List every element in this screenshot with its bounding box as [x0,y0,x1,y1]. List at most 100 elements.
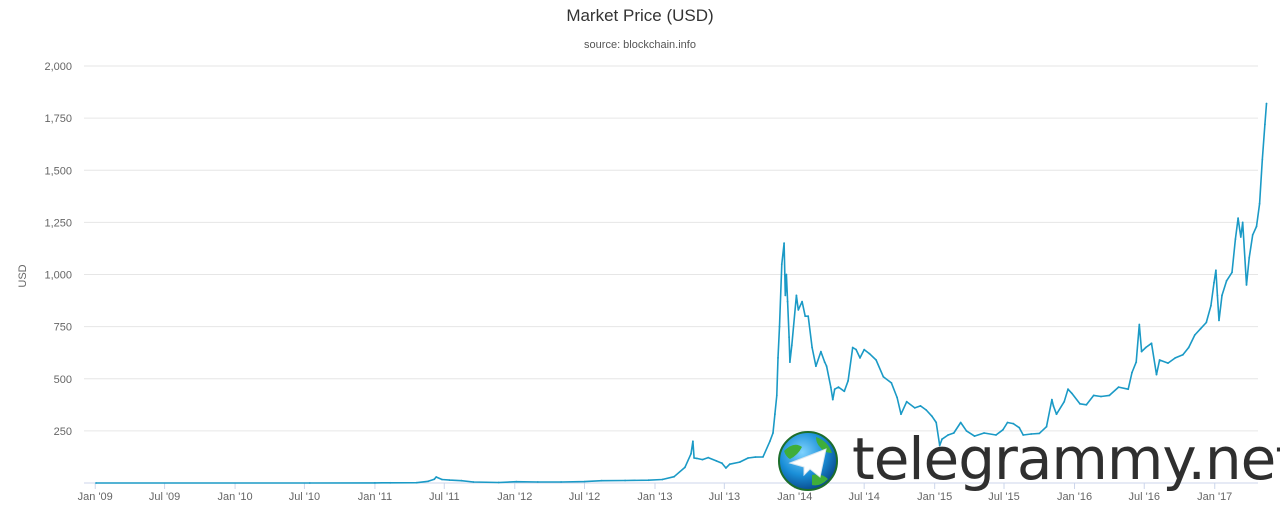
data-point [855,348,857,351]
y-tick-label: 250 [54,426,72,438]
data-point [1100,395,1102,398]
data-point [775,394,778,397]
data-point [1150,342,1153,345]
data-point [762,456,764,458]
data-point [925,409,928,411]
chart-title: Market Price (USD) [566,6,714,25]
data-point [1210,304,1212,307]
data-point [1085,403,1088,406]
data-point [738,461,741,463]
data-point [692,440,694,443]
data-point [1234,238,1237,241]
data-point [1055,413,1058,416]
data-point [728,463,731,466]
data-point [772,432,774,434]
data-point [707,456,710,459]
data-point [1127,388,1130,391]
data-point [715,460,718,462]
data-point [647,479,650,482]
data-point [843,390,846,393]
data-point [833,388,836,391]
data-point [1022,434,1025,436]
data-point [1045,425,1048,428]
y-tick-label: 750 [54,322,72,334]
data-point [1006,421,1009,424]
data-point [1051,398,1053,401]
chart-subtitle: source: blockchain.info [584,39,696,51]
data-point [959,421,962,424]
x-tick-label: Jan '09 [78,491,113,503]
watermark-text: telegrammy.net [852,425,1280,493]
data-point [973,435,976,437]
data-point [1261,158,1264,161]
data-point [308,482,311,484]
data-point [1255,225,1258,228]
x-tick-label: Jul '12 [569,491,600,503]
data-point [774,413,776,416]
data-point [583,480,586,483]
data-point [868,352,871,355]
data-point [624,479,626,482]
grid-layer [84,65,1258,432]
data-point [536,481,539,483]
data-point [785,273,788,276]
watermark: telegrammy.net [774,425,1280,496]
data-point [1187,346,1190,349]
data-point [1018,426,1021,429]
data-point [433,478,436,481]
data-point [788,336,790,338]
data-point [807,315,810,318]
data-point [460,479,463,482]
data-point [441,478,443,481]
x-tick-label: Jan '10 [218,491,253,503]
data-point [389,481,392,484]
y-tick-label: 1,250 [44,217,72,229]
data-point [859,357,861,359]
data-point [1052,405,1055,407]
data-point [747,457,749,459]
data-point [965,430,968,432]
data-point [1221,294,1223,297]
data-point [825,365,828,368]
data-point [427,480,430,483]
x-tick-label: Jan '16 [1057,491,1092,503]
data-point [721,462,723,465]
telegram-globe-icon [778,431,838,491]
y-axis: 250 500 750 1,000 1,250 1,500 1,750 2,000 [44,61,72,438]
data-point [851,346,854,349]
data-point [1067,388,1069,391]
y-tick-label: 500 [54,374,72,386]
data-point [448,479,451,481]
data-point [919,405,922,407]
data-point [831,398,834,401]
data-point [900,413,902,416]
data-point [661,478,664,481]
data-point [1248,256,1251,259]
data-point [701,458,704,461]
data-point [780,263,783,265]
data-point [783,242,785,245]
data-point [1131,371,1133,374]
data-point [1012,422,1015,425]
data-point [1038,432,1041,435]
x-tick-label: Jul '15 [988,491,1019,503]
data-point [497,481,500,484]
data-point [693,457,695,459]
data-point [777,357,779,359]
data-point [1140,350,1143,353]
data-point [1070,392,1073,395]
x-tick-label: Jan '17 [1197,491,1232,503]
x-tick-label: Jul '11 [429,491,460,503]
data-point [1199,327,1202,330]
data-point [695,457,698,460]
data-point [1241,221,1244,224]
data-point [804,315,807,318]
data-point [673,475,675,478]
data-point [995,434,997,436]
x-tick-label: Jan '15 [917,491,952,503]
data-point [938,444,941,447]
data-point [797,309,800,311]
x-tick-label: Jul '16 [1129,491,1160,503]
x-tick-label: Jan '11 [358,491,392,503]
